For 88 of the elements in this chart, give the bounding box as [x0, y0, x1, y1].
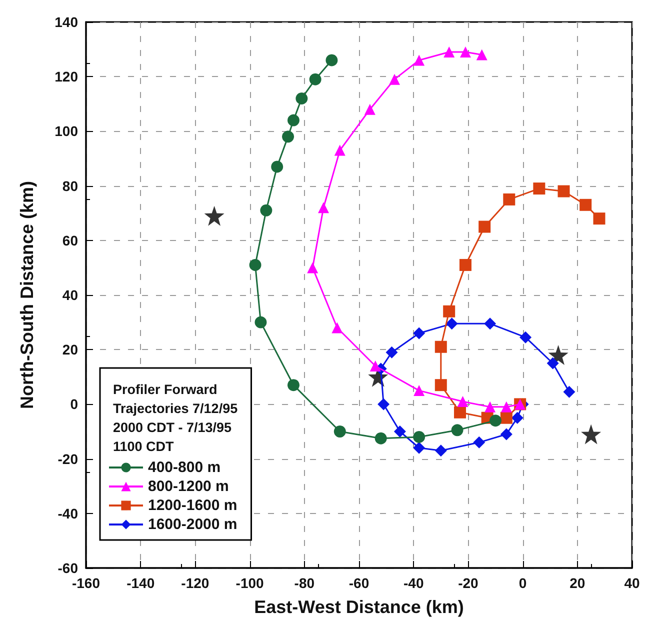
point: [581, 424, 602, 444]
x-tick-label: -140: [126, 575, 155, 591]
legend-title: Profiler Forward Trajectories 7/12/95 2000 CDT - 7/13/95 1100 CDT: [113, 382, 242, 454]
x-tick-label: -20: [458, 575, 479, 591]
point: [413, 430, 426, 443]
x-tick-label: 0: [518, 575, 527, 591]
point: [473, 436, 486, 448]
point: [500, 412, 512, 424]
point: [478, 220, 491, 233]
point: [558, 185, 570, 198]
point: [332, 322, 343, 334]
point: [254, 316, 267, 328]
point: [484, 401, 496, 412]
y-tick-label: 60: [62, 232, 78, 248]
y-tick-label: -20: [58, 450, 78, 467]
point: [374, 432, 387, 444]
y-tick-label: 20: [62, 342, 78, 358]
point: [533, 182, 546, 195]
x-axis-title: East-West Distance (km): [254, 597, 464, 617]
point: [370, 360, 381, 372]
point: [309, 73, 322, 86]
y-tick-label: -40: [58, 505, 78, 522]
point: [520, 331, 532, 344]
point: [287, 114, 300, 126]
point: [476, 49, 488, 60]
point: [511, 412, 524, 424]
point: [282, 130, 294, 143]
point: [503, 193, 516, 206]
x-tick-label: -160: [72, 575, 100, 591]
y-tick-label: 80: [62, 178, 78, 194]
x-tick-label: -80: [294, 575, 315, 591]
point: [307, 262, 318, 274]
legend-label: 1200-1600 m: [148, 497, 238, 514]
legend-label: 400-800 m: [148, 459, 221, 476]
y-tick-label: 40: [62, 287, 78, 303]
point: [434, 379, 447, 392]
y-axis-title: North-South Distance (km): [17, 180, 37, 410]
point: [548, 345, 568, 366]
point: [249, 258, 262, 271]
point: [459, 258, 472, 271]
x-tick-label: 20: [570, 575, 586, 591]
point: [484, 318, 496, 330]
point: [364, 104, 376, 115]
point: [414, 54, 425, 66]
x-tick-label: -100: [236, 575, 264, 591]
y-tick-label: 100: [54, 123, 78, 140]
point: [563, 386, 576, 398]
point: [413, 327, 426, 340]
legend-label: 800-1200 m: [148, 478, 229, 495]
point: [460, 46, 471, 58]
point: [296, 92, 308, 104]
point: [413, 442, 426, 454]
point: [334, 144, 346, 156]
x-tick-label: -60: [348, 575, 370, 591]
x-tick-label: -40: [403, 575, 424, 591]
point: [287, 379, 300, 392]
point: [386, 346, 398, 358]
point: [204, 206, 224, 226]
y-tick-label: 120: [54, 68, 78, 85]
point: [500, 428, 512, 440]
point: [326, 54, 338, 66]
point: [414, 385, 425, 396]
point: [457, 396, 468, 407]
point: [454, 406, 466, 418]
point: [271, 160, 284, 173]
point: [444, 46, 455, 58]
point: [500, 401, 512, 412]
point: [260, 204, 272, 216]
point: [580, 198, 592, 211]
legend-label: 1600-2000 m: [148, 516, 238, 533]
point: [378, 398, 390, 410]
point: [334, 426, 346, 438]
point: [490, 414, 502, 427]
point: [434, 444, 447, 457]
point: [446, 318, 458, 330]
point: [546, 357, 559, 370]
y-tick-label: -60: [58, 560, 78, 576]
point: [318, 202, 330, 214]
point: [394, 426, 406, 438]
y-tick-label: 140: [54, 14, 78, 30]
x-tick-label: -120: [181, 575, 210, 591]
point: [434, 340, 447, 353]
point: [451, 424, 464, 436]
x-tick-label: 40: [624, 575, 640, 591]
point: [593, 212, 606, 225]
point: [443, 305, 456, 318]
y-tick-label: 0: [70, 396, 78, 412]
point: [388, 74, 400, 85]
